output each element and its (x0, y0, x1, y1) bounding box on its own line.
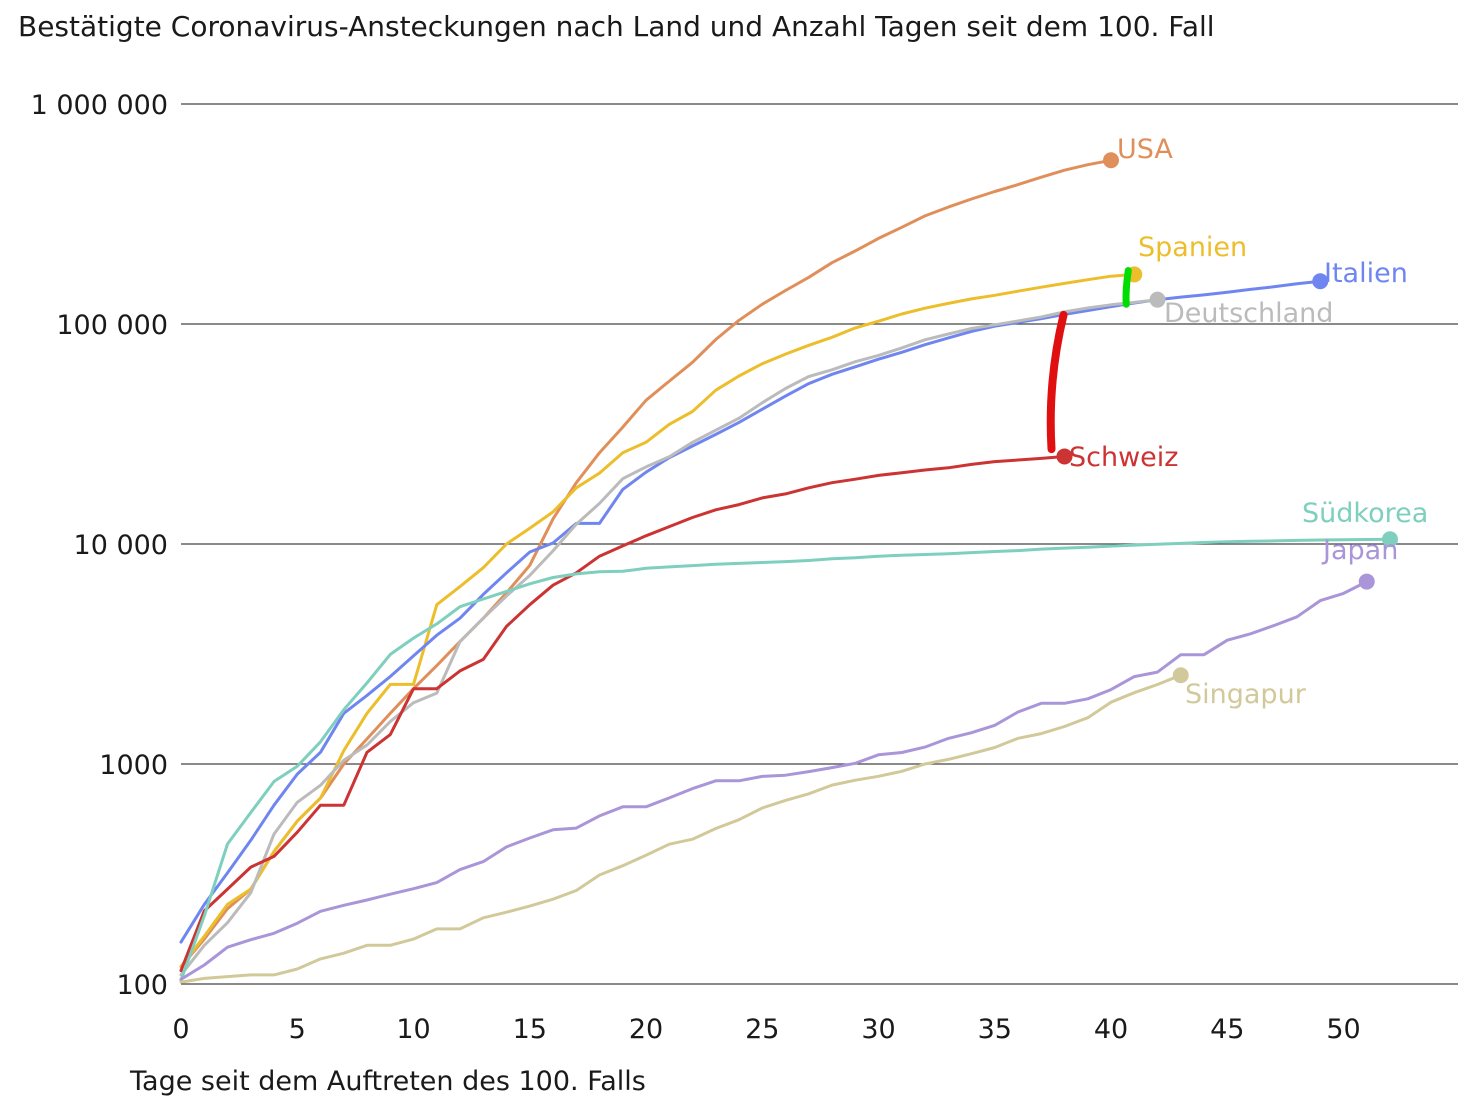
x-tick-label: 30 (861, 1014, 895, 1045)
x-tick-label: 50 (1326, 1014, 1360, 1045)
grid-layer (181, 103, 1458, 985)
x-axis-ticks: 0 5 10 15 20 25 30 35 40 45 50 (172, 1014, 1360, 1045)
y-tick-label: 10 000 (74, 530, 168, 561)
series-endpoint-schweiz (1056, 448, 1073, 465)
y-tick-label: 1000 (99, 750, 168, 781)
series-endpoint-sudkorea (1382, 531, 1398, 548)
series-endpoint-usa (1103, 152, 1119, 169)
x-axis-label: Tage seit dem Auftreten des 100. Falls (130, 1066, 646, 1097)
x-tick-label: 40 (1094, 1014, 1128, 1045)
series-label-spanien: Spanien (1138, 232, 1247, 263)
x-tick-label: 25 (745, 1014, 779, 1045)
x-tick-label: 0 (172, 1014, 189, 1045)
x-tick-label: 45 (1210, 1014, 1244, 1045)
series-label-usa: USA (1117, 134, 1173, 165)
series-line-schweiz (179, 455, 1066, 973)
series-labels: USA Spanien Italien Deutschland Schweiz Südko… (1069, 134, 1428, 710)
series-endpoint-deutschland (1149, 291, 1166, 308)
y-tick-label: 1 000 000 (31, 90, 168, 121)
x-tick-label: 20 (629, 1014, 663, 1045)
series-label-deutschland: Deutschland (1164, 298, 1333, 329)
x-tick-label: 5 (289, 1014, 306, 1045)
x-tick-label: 10 (396, 1014, 430, 1045)
series-line-deutschland (179, 298, 1159, 977)
series-line-usa (179, 158, 1113, 969)
series-label-sudkorea: Südkorea (1302, 498, 1428, 529)
series-line-japan (179, 580, 1369, 981)
x-tick-label: 15 (513, 1014, 547, 1045)
series-line-singapur (179, 673, 1183, 984)
series-label-schweiz: Schweiz (1069, 442, 1178, 473)
chart-title: Bestätigte Coronavirus-Ansteckungen nach… (18, 10, 1215, 43)
x-tick-label: 35 (978, 1014, 1012, 1045)
y-axis-ticks: 1 000 000 100 000 10 000 1000 100 (31, 90, 168, 1001)
y-tick-label: 100 (116, 970, 168, 1001)
highlight-green-mark (1122, 267, 1132, 308)
y-tick-label: 100 000 (56, 310, 168, 341)
series-endpoint-singapur (1172, 667, 1189, 684)
series-label-singapur: Singapur (1185, 679, 1307, 710)
series-label-italien: Italien (1324, 258, 1408, 289)
series-line-sudkorea (179, 537, 1392, 982)
highlight-red-mark (1046, 310, 1068, 454)
series-endpoint-italien (1312, 273, 1329, 290)
series-line-spanien (179, 272, 1136, 969)
highlight-layer (1046, 267, 1132, 454)
series-label-japan: Japan (1321, 535, 1398, 566)
series-layer (179, 152, 1398, 984)
series-endpoint-japan (1358, 573, 1375, 590)
series-line-italien (179, 279, 1322, 944)
